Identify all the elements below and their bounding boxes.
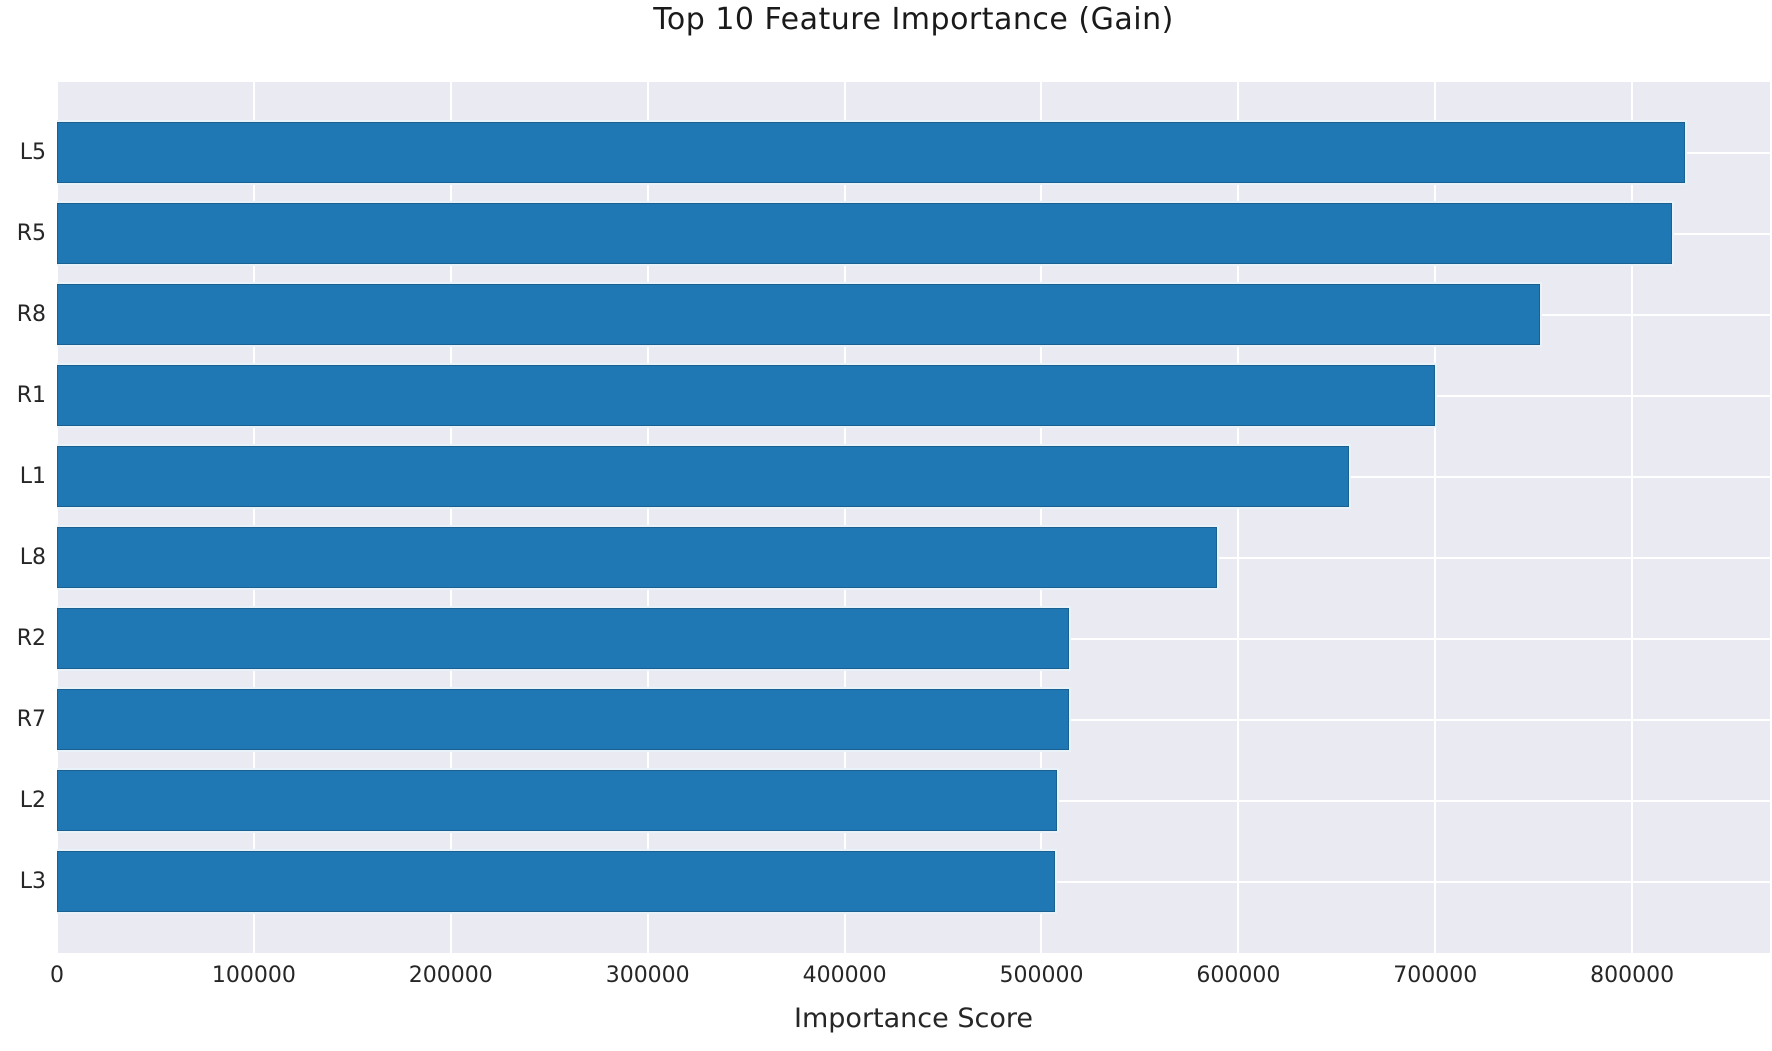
x-gridline: [1040, 82, 1043, 953]
y-tick-label-R5: R5: [16, 220, 46, 246]
bar-R7: [57, 687, 1072, 752]
y-tick-label-L1: L1: [19, 463, 46, 489]
x-tick-label: 200000: [408, 963, 493, 988]
x-tick-label: 800000: [1590, 963, 1675, 988]
x-gridline: [449, 82, 452, 953]
x-gridline: [1237, 82, 1240, 953]
y-tick-label-R1: R1: [16, 382, 46, 408]
x-tick-label: 400000: [802, 963, 887, 988]
y-tick-label-R2: R2: [16, 625, 46, 651]
y-tick-label-R7: R7: [16, 706, 46, 732]
x-axis-label: Importance Score: [794, 1003, 1033, 1034]
y-tick-label-R8: R8: [16, 301, 46, 327]
bar-R2: [57, 606, 1072, 671]
x-tick-label: 500000: [999, 963, 1084, 988]
x-tick-label: 600000: [1196, 963, 1281, 988]
x-gridline: [1434, 82, 1437, 953]
x-gridline: [843, 82, 846, 953]
y-tick-label-L8: L8: [19, 544, 46, 570]
x-tick-label: 0: [50, 963, 64, 988]
plot-area: [57, 82, 1770, 953]
x-tick-label: 700000: [1393, 963, 1478, 988]
y-tick-label-L3: L3: [19, 868, 46, 894]
chart-title: Top 10 Feature Importance (Gain): [653, 2, 1174, 37]
bar-L1: [57, 444, 1351, 509]
bar-L3: [57, 849, 1058, 914]
bar-R5: [57, 201, 1674, 266]
bar-L5: [57, 120, 1688, 185]
bar-R1: [57, 363, 1438, 428]
bar-L8: [57, 525, 1219, 590]
bar-R8: [57, 282, 1542, 347]
x-gridline: [252, 82, 255, 953]
y-tick-label-L5: L5: [19, 139, 46, 165]
bar-L2: [57, 768, 1060, 833]
x-gridline: [646, 82, 649, 953]
x-gridline: [1631, 82, 1634, 953]
y-tick-label-L2: L2: [19, 787, 46, 813]
x-tick-label: 300000: [605, 963, 690, 988]
x-gridline: [57, 82, 58, 953]
x-tick-label: 100000: [211, 963, 296, 988]
